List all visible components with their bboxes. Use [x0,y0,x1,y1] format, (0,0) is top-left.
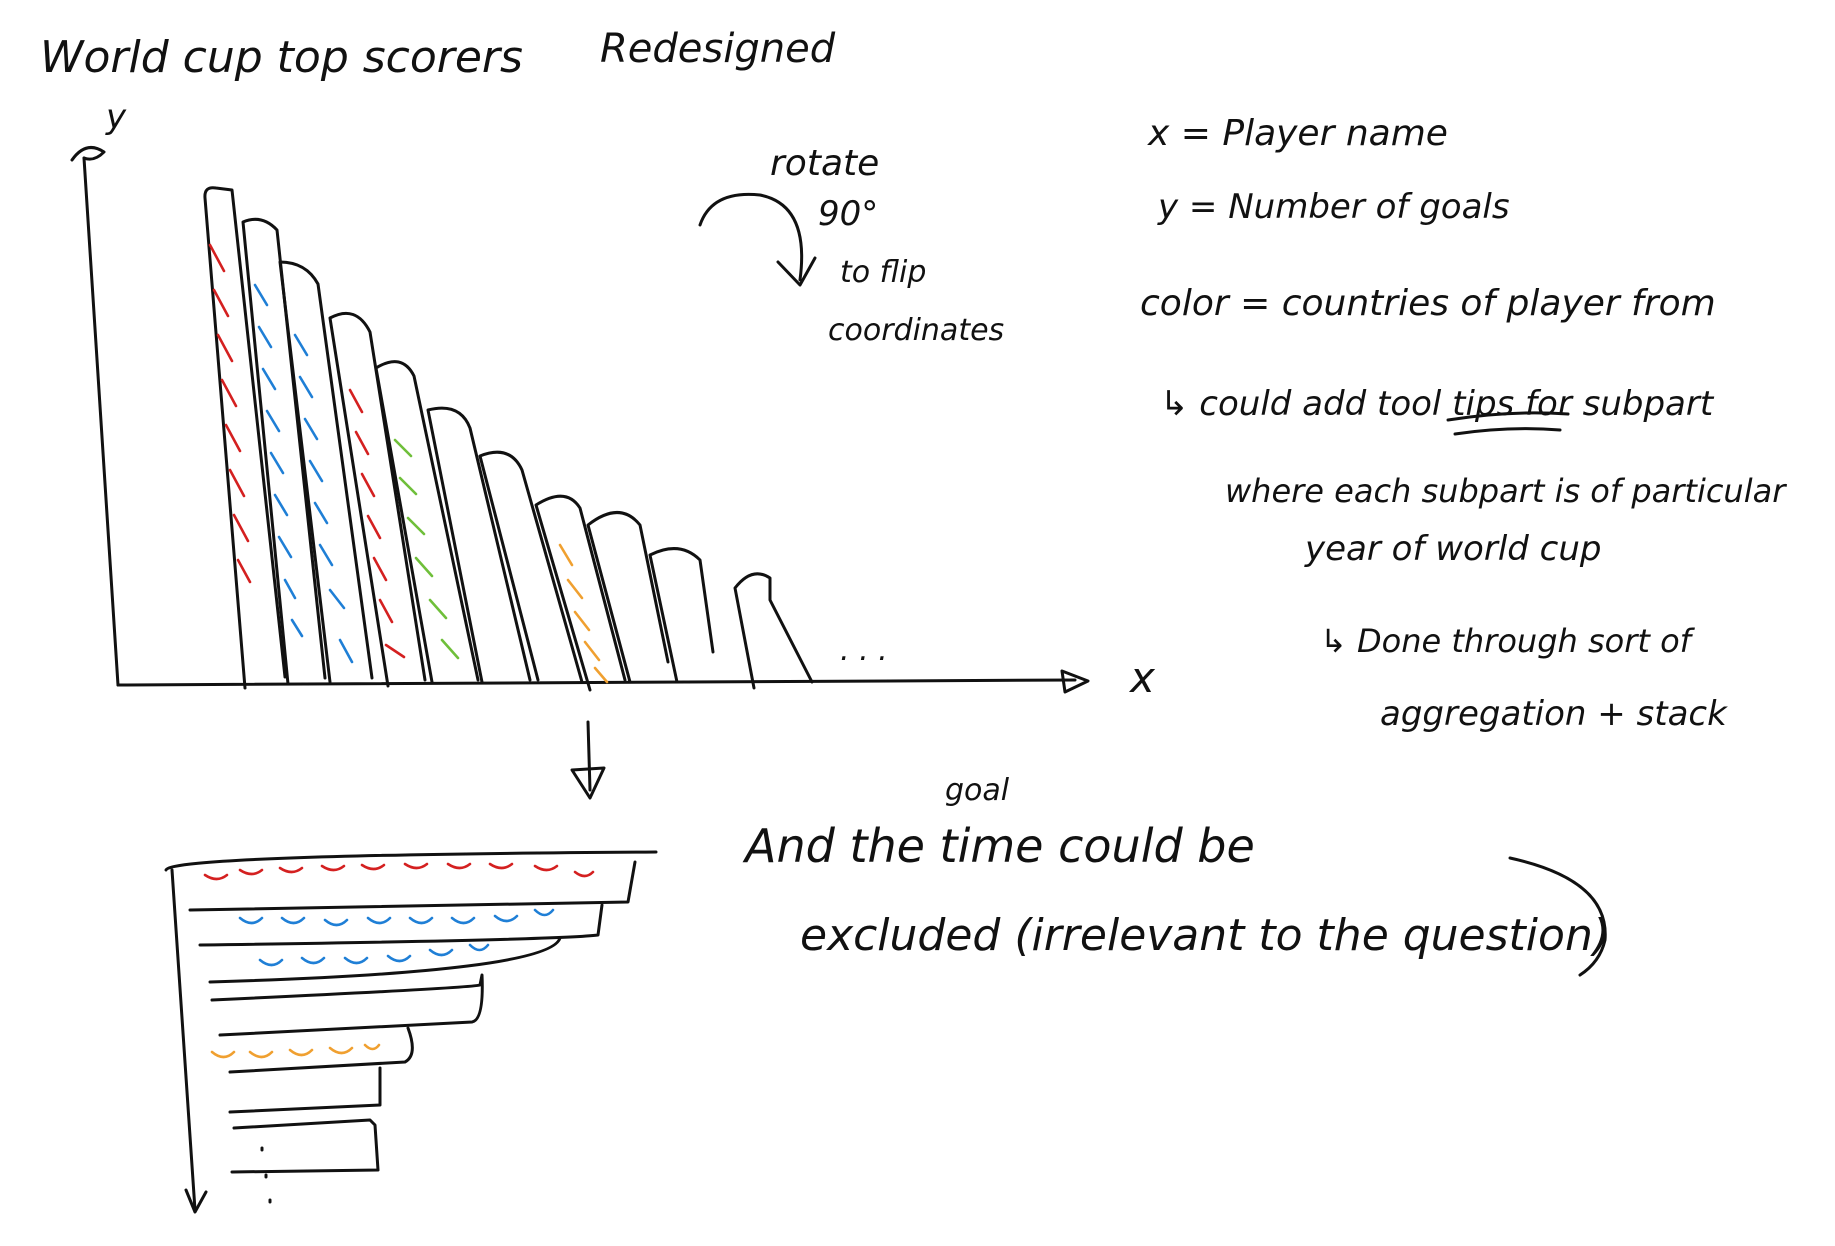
title: World cup top scorers [40,32,523,83]
h-chart-axis [170,868,197,1212]
bar [328,311,427,688]
h-bar [228,1066,382,1114]
bar [648,547,715,684]
rotate-line1: rotate [770,143,879,184]
caret-word: goal [945,773,1010,808]
bar [733,572,814,690]
bar [586,511,670,684]
bars [203,186,814,692]
aggregate-note-2: aggregation + stack [1380,694,1728,734]
h-bar [230,1118,380,1174]
rotate-line3: to flip [840,255,926,290]
h-bar [164,850,658,912]
x-axis [116,678,1077,687]
curved-arrow-icon [698,192,804,282]
bar [203,186,287,690]
h-bar [210,973,484,1037]
tooltip-note-3: year of world cup [1304,529,1602,569]
encoding-color: color = countries of player from [1140,283,1716,324]
encoding-y: y = Number of goals [1157,187,1510,227]
rotate-line2: 90° [818,194,878,234]
closing-paren [1508,856,1607,977]
y-axis-label: y [105,97,127,137]
x-axis-arrowhead-icon [1060,669,1090,694]
y-axis [82,156,120,687]
h-bar [228,1026,414,1074]
hatching-green [393,438,460,660]
bar [278,260,374,684]
bar [426,406,532,684]
h-chart-axis-arrowhead-icon [184,1188,208,1214]
encoding-notes: x = Player name y = Number of goals colo… [1140,113,1787,734]
time-note-line2: excluded (irrelevant to the question) [800,910,1610,961]
bar [478,450,584,684]
h-ellipsis [260,1146,272,1204]
x-axis-label: x [1128,653,1156,702]
rotate-line4: coordinates [828,313,1004,348]
ellipsis: . . . [840,633,888,668]
down-arrow-icon [570,720,606,800]
hatching-orange [558,543,609,684]
bar [241,217,327,686]
time-note: goal And the time could be excluded (irr… [742,773,1610,977]
hatching-blue [253,283,354,664]
tooltip-note-2: where each subpart is of particular [1225,472,1787,510]
bar [534,494,627,692]
bar [374,360,480,684]
tooltip-note-1: ↳ could add tool tips for subpart [1160,384,1715,424]
encoding-x: x = Player name [1147,113,1448,154]
subtitle: Redesigned [600,26,836,72]
aggregate-note-1: ↳ Done through sort of [1320,622,1696,660]
tooltip-underline [1446,411,1570,436]
h-bar [208,936,562,984]
h-bar [198,903,604,947]
vertical-chart: y x [70,97,1156,702]
hatching-red [208,243,406,659]
horizontal-chart [164,850,658,1214]
rotate-annotation: rotate 90° to flip coordinates [698,143,1004,348]
time-note-line1: And the time could be [742,819,1255,873]
y-axis-arrowhead-icon [70,146,106,162]
